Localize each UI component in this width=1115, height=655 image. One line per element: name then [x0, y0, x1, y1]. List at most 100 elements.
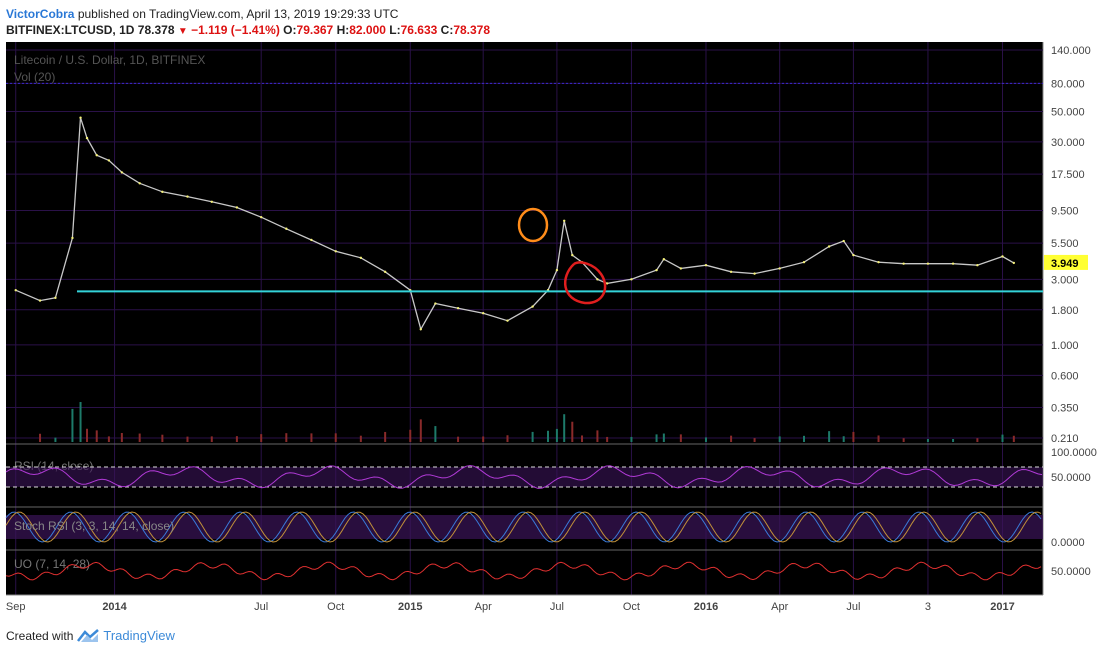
- rsi-band: [6, 467, 1043, 487]
- volume-bar: [655, 434, 658, 442]
- price-point: [596, 278, 599, 281]
- price-point: [605, 282, 609, 285]
- volume-bar: [120, 432, 123, 442]
- rsi-line[interactable]: [5, 464, 1043, 489]
- y-tick-label: 1.800: [1051, 305, 1079, 317]
- volume-bar: [419, 419, 422, 442]
- price-point: [655, 268, 658, 272]
- volume-bar: [606, 436, 609, 442]
- volume-bar: [778, 436, 781, 442]
- tradingview-logo-icon: [77, 628, 100, 642]
- price-point: [1012, 261, 1016, 265]
- y-tick-label: 5.500: [1051, 238, 1079, 250]
- x-tick-label: 2016: [694, 601, 718, 613]
- volume-bar: [210, 436, 213, 442]
- author-link[interactable]: VictorCobra: [6, 7, 75, 21]
- price-axis-area: [1043, 42, 1115, 624]
- price-point: [877, 260, 880, 264]
- price-point: [926, 262, 930, 265]
- volume-bar: [310, 433, 313, 442]
- volume-bar: [506, 435, 509, 442]
- last-price: 78.378: [137, 23, 175, 37]
- price-point: [107, 159, 111, 162]
- y-tick-label: 1.000: [1051, 340, 1079, 352]
- volume-bar: [434, 426, 437, 442]
- volume-bar: [563, 414, 566, 442]
- open-label: O:: [283, 23, 297, 37]
- volume-bar: [260, 434, 263, 442]
- high-label: H:: [336, 23, 350, 37]
- price-point: [138, 182, 141, 185]
- volume-bar: [679, 434, 682, 442]
- chart-canvas[interactable]: 140.000 80.000 50.000 30.000 17.500 9.500 5.50…: [0, 42, 1115, 624]
- volume-bar: [877, 435, 880, 442]
- x-tick-label: Apr: [475, 601, 492, 613]
- volume-bar: [71, 408, 74, 442]
- orange-circle-annotation[interactable]: [517, 207, 549, 243]
- x-tick-label: Oct: [623, 601, 640, 613]
- close-label: C:: [440, 23, 454, 37]
- rsi-tick-label: 50.0000: [1051, 472, 1091, 484]
- volume-bar: [952, 439, 955, 442]
- last-price-badge: [1044, 254, 1088, 270]
- volume-bar: [546, 430, 549, 442]
- volume-bar: [54, 437, 57, 442]
- price-point: [383, 270, 387, 274]
- y-tick-label: 9.500: [1051, 206, 1079, 218]
- main-pane-title: Litecoin / U.S. Dollar, 1D, BITFINEX: [14, 53, 205, 67]
- rsi-tick-label: 100.0000: [1051, 447, 1097, 459]
- price-point: [161, 190, 164, 194]
- y-tick-label: 17.500: [1051, 169, 1085, 181]
- stoch-k-line[interactable]: [5, 511, 1042, 543]
- y-tick-label: 0.210: [1051, 433, 1079, 445]
- volume-bar: [285, 433, 288, 442]
- price-point: [79, 116, 82, 119]
- last-price-label: 3.949: [1051, 258, 1079, 270]
- volume-bar: [852, 431, 855, 442]
- red-circle-annotation[interactable]: [564, 261, 607, 305]
- y-tick-label: 80.000: [1051, 78, 1085, 90]
- price-point: [334, 250, 337, 253]
- volume-bar: [828, 431, 831, 442]
- price-change: −1.119 (−1.41%): [191, 23, 280, 37]
- x-tick-label: Jul: [550, 601, 564, 613]
- price-point: [704, 264, 708, 267]
- volume-bar: [976, 438, 979, 442]
- volume-bar: [384, 431, 387, 442]
- volume-bar: [581, 435, 584, 442]
- tradingview-brand[interactable]: TradingView: [103, 628, 175, 643]
- price-point: [827, 245, 831, 248]
- y-tick-label: 30.000: [1051, 137, 1085, 149]
- down-arrow-icon: ▼: [177, 26, 188, 37]
- symbol: BITFINEX:LTCUSD, 1D: [6, 23, 135, 37]
- price-point: [419, 328, 422, 331]
- y-tick-label: 50.000: [1051, 106, 1085, 118]
- price-point: [120, 171, 124, 174]
- close-value: 78.378: [453, 23, 491, 37]
- volume-bar: [161, 434, 164, 442]
- price-point: [852, 253, 855, 257]
- published-text: published on TradingView.com, April 13, …: [77, 7, 399, 21]
- volume-bar: [95, 430, 98, 442]
- price-point: [434, 302, 437, 305]
- price-point: [562, 219, 566, 222]
- stoch-d-line[interactable]: [5, 511, 1042, 543]
- uo-line[interactable]: [5, 561, 1042, 581]
- uo-tick-label: 50.0000: [1051, 566, 1091, 578]
- volume-bar: [926, 439, 929, 442]
- price-point: [555, 268, 559, 272]
- volume-bar: [630, 436, 633, 442]
- volume-bar: [186, 436, 189, 442]
- price-point: [310, 238, 313, 242]
- y-tick-label: 0.600: [1051, 370, 1079, 382]
- price-point: [210, 200, 213, 203]
- volume-bar: [457, 436, 460, 442]
- price-point: [802, 260, 806, 264]
- volume-bar: [235, 436, 238, 442]
- price-point: [38, 299, 42, 302]
- price-point: [235, 206, 239, 209]
- volume-bar: [730, 435, 733, 442]
- volume-bar: [753, 438, 756, 442]
- x-tick-label: Jul: [254, 601, 268, 613]
- volume-bar: [571, 421, 574, 442]
